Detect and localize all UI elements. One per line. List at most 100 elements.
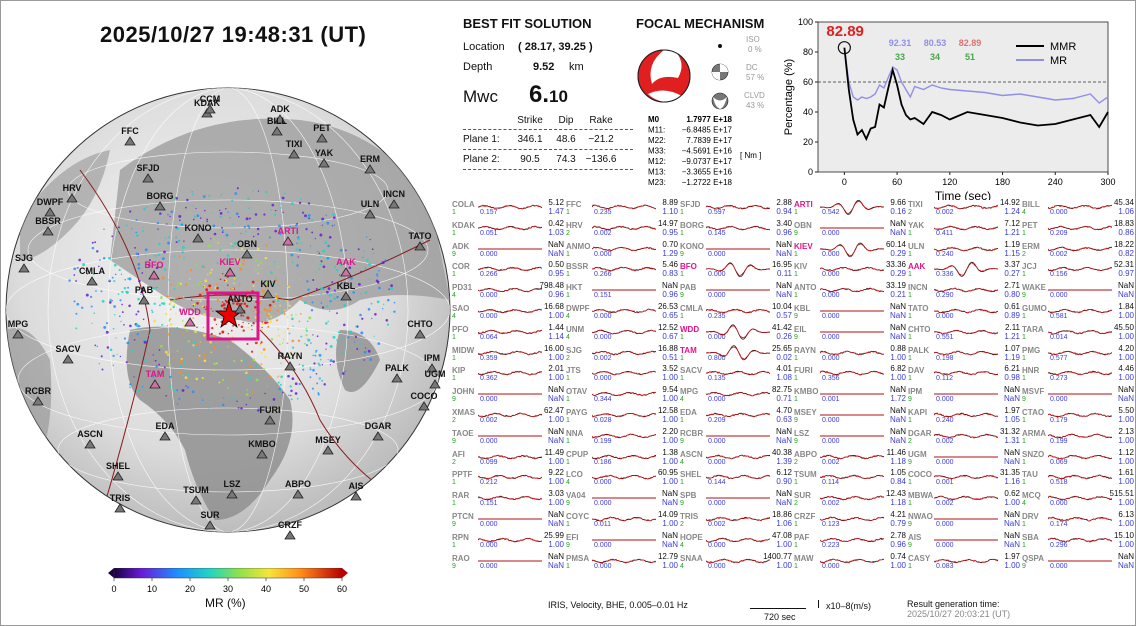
waveform-cell[interactable]: PTCN NaN NaN 9 0.000 — [452, 510, 564, 530]
station-marker[interactable]: MSEY — [315, 435, 341, 455]
station-marker[interactable]: COCO — [411, 391, 438, 411]
waveform-cell[interactable]: CASY 1.97 1.00 1 0.083 — [908, 552, 1020, 572]
waveform-cell[interactable]: UGM NaN NaN 9 0.000 — [908, 448, 1020, 468]
waveform-cell[interactable]: COYC 14.09 1.00 1 0.011 — [566, 510, 678, 530]
waveform-cell[interactable]: CPUP 1.38 1.00 1 0.186 — [566, 448, 678, 468]
waveform-cell[interactable]: OBN NaN NaN 9 0.000 — [794, 219, 906, 239]
station-marker[interactable]: TIXI — [286, 139, 303, 159]
waveform-cell[interactable]: SJG 16.88 0.51 2 0.002 — [566, 344, 678, 364]
waveform-cell[interactable]: CRZF 4.21 0.79 1 0.123 — [794, 510, 906, 530]
waveform-cell[interactable]: RAYN 0.88 1.00 1 0.000 — [794, 344, 906, 364]
station-marker[interactable]: SFJD — [136, 163, 160, 183]
station-marker[interactable]: INCN — [383, 189, 405, 209]
station-marker[interactable]: DWPF — [37, 197, 64, 217]
waveform-cell[interactable]: MPG 82.75 0.71 4 0.000 — [680, 385, 792, 405]
waveform-cell[interactable]: BORG 3.40 0.96 1 0.145 — [680, 219, 792, 239]
station-marker[interactable]: TATO — [409, 231, 432, 251]
station-marker[interactable]: ABPO — [285, 479, 311, 499]
waveform-cell[interactable]: HKT NaN 0.96 1 0.151 — [566, 281, 678, 301]
waveform-cell[interactable]: DRV 6.13 1.00 1 0.174 — [1022, 510, 1134, 530]
station-marker[interactable]: TSUM — [183, 485, 209, 505]
waveform-cell[interactable]: PAB NaN NaN 9 0.000 — [680, 281, 792, 301]
station-marker[interactable]: KBL — [337, 281, 356, 301]
station-marker[interactable]: HRV — [63, 183, 82, 203]
waveform-cell[interactable]: ADK NaN NaN 9 0.000 — [452, 240, 564, 260]
waveform-cell[interactable]: EDA 4.70 0.63 1 0.209 — [680, 406, 792, 426]
station-marker[interactable]: ADK — [270, 104, 290, 124]
waveform-cell[interactable]: OTAV 9.54 1.00 1 0.344 — [566, 385, 678, 405]
waveform-cell[interactable]: NWAO NaN NaN 9 0.000 — [908, 510, 1020, 530]
station-marker[interactable]: PAB — [135, 285, 154, 305]
waveform-cell[interactable]: PD31 798.48 0.96 4 0.000 — [452, 281, 564, 301]
station-marker[interactable]: KMBO — [248, 439, 276, 459]
waveform-cell[interactable]: BSSR 5.46 0.83 1 0.266 — [566, 260, 678, 280]
station-marker[interactable]: BBSR — [35, 216, 61, 236]
waveform-cell[interactable]: LSZ NaN NaN 9 0.000 — [794, 427, 906, 447]
waveform-cell[interactable]: RCBR NaN NaN 9 0.000 — [680, 427, 792, 447]
station-marker[interactable]: KIV — [260, 279, 276, 299]
station-marker[interactable]: ERM — [360, 154, 380, 174]
station-marker[interactable]: FURI — [260, 405, 281, 425]
waveform-cell[interactable]: JTS 3.52 1.00 1 0.000 — [566, 364, 678, 384]
waveform-cell[interactable]: TATO 0.61 0.89 1 0.000 — [908, 302, 1020, 322]
waveform-cell[interactable]: KIEV 60.14 0.29 1 0.000 — [794, 240, 906, 260]
waveform-cell[interactable]: EFI NaN NaN 9 0.000 — [566, 531, 678, 551]
station-marker[interactable]: WDD — [179, 307, 201, 327]
station-marker[interactable]: ULN — [361, 199, 380, 219]
mr-time-chart[interactable]: 0 60 120 180 240 300 0 20 40 60 80 100 Time (sec) Per… — [780, 10, 1132, 200]
waveform-cell[interactable]: MIDW 16.00 1.00 1 0.359 — [452, 344, 564, 364]
waveform-cell[interactable]: IPM NaN NaN 9 0.000 — [908, 385, 1020, 405]
waveform-cell[interactable]: BFO 16.95 0.11 1 0.000 — [680, 260, 792, 280]
waveform-cell[interactable]: RAR 3.03 1.00 1 0.151 — [452, 489, 564, 509]
station-marker[interactable]: SUR — [200, 510, 220, 530]
waveform-cell[interactable]: MSVF NaN NaN 9 0.000 — [1022, 385, 1134, 405]
waveform-cell[interactable]: DWPF 26.53 0.65 4 0.000 — [566, 302, 678, 322]
waveform-cell[interactable]: CHTO 2.11 1.21 1 0.551 — [908, 323, 1020, 343]
station-marker[interactable]: EDA — [155, 421, 175, 441]
station-marker[interactable]: PALK — [385, 363, 409, 383]
waveform-cell[interactable]: SFJD 2.88 0.94 1 0.597 — [680, 198, 792, 218]
station-marker[interactable]: MPG — [8, 319, 29, 339]
waveform-cell[interactable]: KMBO NaN 1.72 1 0.001 — [794, 385, 906, 405]
station-marker[interactable]: BILL — [267, 116, 287, 136]
waveform-cell[interactable]: SBA 15.10 1.00 1 0.296 — [1022, 531, 1134, 551]
waveform-cell[interactable]: DAV 6.21 0.98 1 0.112 — [908, 364, 1020, 384]
station-marker[interactable]: BFO — [145, 260, 164, 280]
waveform-cell[interactable]: AAK 3.37 0.27 1 0.336 — [908, 260, 1020, 280]
station-marker[interactable]: OBN — [237, 239, 257, 259]
station-marker[interactable]: TRIS — [110, 493, 131, 513]
waveform-cell[interactable]: MSEY NaN NaN 9 0.000 — [794, 406, 906, 426]
waveform-cell[interactable]: PAYG 12.58 1.00 1 0.028 — [566, 406, 678, 426]
waveform-cell[interactable]: PMSA 12.79 1.00 1 0.000 — [566, 552, 678, 572]
station-marker[interactable]: ANTO — [227, 294, 253, 314]
waveform-cell[interactable]: TAU 1.61 1.00 1 0.518 — [1022, 468, 1134, 488]
station-marker[interactable]: BORG — [147, 191, 174, 211]
station-marker[interactable]: KONO — [185, 223, 212, 243]
waveform-cell[interactable]: TSUM 1.05 0.84 1 0.114 — [794, 468, 906, 488]
waveform-cell[interactable]: XMAS 62.47 1.00 2 0.002 — [452, 406, 564, 426]
waveform-cell[interactable]: ANTO 33.19 0.21 1 0.000 — [794, 281, 906, 301]
waveform-cell[interactable]: INCN 2.71 0.80 1 0.290 — [908, 281, 1020, 301]
waveform-cell[interactable]: CTAO 5.50 1.00 1 0.179 — [1022, 406, 1134, 426]
waveform-cell[interactable]: KIV 33.36 0.29 1 0.000 — [794, 260, 906, 280]
waveform-cell[interactable]: PAF 2.78 0.96 1 0.223 — [794, 531, 906, 551]
waveform-cell[interactable]: VA04 NaN NaN 9 0.000 — [566, 489, 678, 509]
station-marker[interactable]: CRZF — [278, 520, 302, 540]
waveform-cell[interactable]: KDAK 0.42 1.03 1 0.051 — [452, 219, 564, 239]
waveform-cell[interactable]: LCO 60.95 1.00 4 0.000 — [566, 468, 678, 488]
waveform-cell[interactable]: MAW 0.74 1.00 1 0.000 — [794, 552, 906, 572]
waveform-cell[interactable]: JCJ 52.31 0.97 1 0.156 — [1022, 260, 1134, 280]
waveform-cell[interactable]: HRV 14.97 0.95 2 0.002 — [566, 219, 678, 239]
station-marker[interactable]: DGAR — [365, 421, 392, 441]
waveform-cell[interactable]: GUMO 1.84 1.00 1 0.581 — [1022, 302, 1134, 322]
waveform-cell[interactable]: SNZO 1.12 1.00 1 0.069 — [1022, 448, 1134, 468]
waveform-cell[interactable]: ABPO 11.46 1.18 2 0.002 — [794, 448, 906, 468]
waveform-cell[interactable]: RAO NaN NaN 9 0.000 — [452, 552, 564, 572]
station-marker[interactable]: RAYN — [278, 351, 303, 371]
waveform-cell[interactable]: CMLA 10.04 0.57 1 0.235 — [680, 302, 792, 322]
station-marker[interactable]: LSZ — [224, 479, 242, 499]
waveform-cell[interactable]: TIXI 14.92 1.24 2 0.002 — [908, 198, 1020, 218]
waveform-cell[interactable]: COCO 31.35 1.16 1 0.001 — [908, 468, 1020, 488]
waveform-cell[interactable]: RPN 25.99 1.00 1 0.000 — [452, 531, 564, 551]
station-marker[interactable]: IPM — [424, 353, 440, 373]
